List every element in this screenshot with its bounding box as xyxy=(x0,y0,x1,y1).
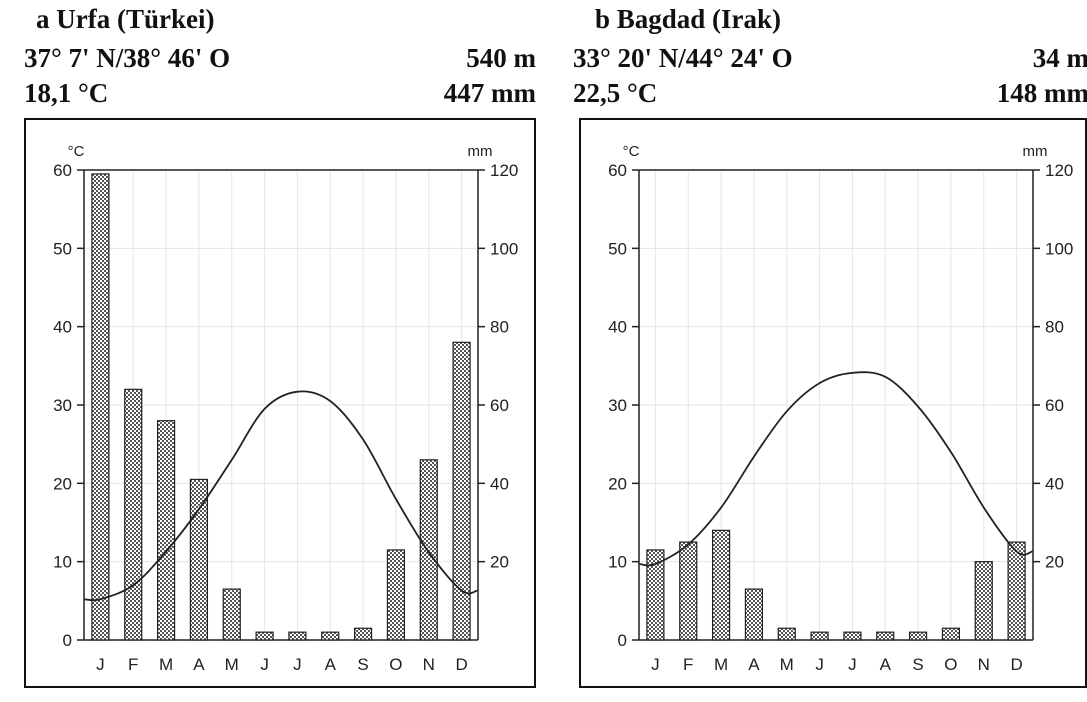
y-tick-label: 0 xyxy=(618,631,627,650)
precipitation-bar xyxy=(646,549,665,641)
precipitation-bar xyxy=(255,631,274,641)
y-tick-label: 50 xyxy=(53,239,72,258)
x-tick-label: F xyxy=(128,655,138,674)
y-tick-label: 10 xyxy=(53,553,72,572)
precipitation-bar xyxy=(156,420,176,641)
x-tick-label: S xyxy=(912,655,923,674)
y2-tick-label: 100 xyxy=(490,239,518,258)
x-tick-label: N xyxy=(978,655,990,674)
elevation-label: 540 m xyxy=(466,43,536,73)
precipitation-bar xyxy=(908,631,928,641)
precipitation-bar xyxy=(452,341,471,641)
precipitation-bar xyxy=(876,631,895,641)
y2-tick-label: 120 xyxy=(490,161,518,180)
x-tick-label: O xyxy=(944,655,957,674)
precipitation-bar xyxy=(711,529,731,641)
y-tick-label: 20 xyxy=(608,474,627,493)
y2-tick-label: 40 xyxy=(490,474,509,493)
x-tick-label: A xyxy=(880,655,892,674)
precipitation-bar xyxy=(679,541,698,641)
annual-precipitation-label: 148 mm xyxy=(996,78,1087,108)
mean-temperature-label: 22,5 °C xyxy=(573,78,658,108)
chart-frame: 0 10 20 30 40 50 60 20 40 60 80 100 120 °C mm J F M A M J J A S… xyxy=(579,118,1087,688)
precipitation-bar xyxy=(124,388,143,641)
precipitation-bar xyxy=(189,478,209,641)
x-tick-label: M xyxy=(780,655,794,674)
left-axis-unit: °C xyxy=(623,143,640,160)
y-tick-label: 60 xyxy=(53,161,72,180)
precipitation-bar xyxy=(419,459,438,641)
y-tick-label: 40 xyxy=(608,318,627,337)
x-tick-label: N xyxy=(423,655,435,674)
mean-temperature-label: 18,1 °C xyxy=(24,78,109,108)
x-tick-label: D xyxy=(455,655,467,674)
y2-tick-label: 60 xyxy=(490,396,509,415)
x-tick-label: A xyxy=(748,655,760,674)
left-axis-unit: °C xyxy=(68,143,85,160)
x-tick-label: M xyxy=(714,655,728,674)
y2-tick-label: 100 xyxy=(1045,239,1073,258)
precipitation-bar xyxy=(744,588,764,641)
climate-chart-baghdad: b Bagdad (Irak) 33° 20' N/44° 24' O 22,5… xyxy=(573,0,1087,702)
coordinates-label: 37° 7' N/38° 46' O xyxy=(24,43,231,73)
y-tick-label: 40 xyxy=(53,318,72,337)
x-tick-label: A xyxy=(193,655,205,674)
precipitation-bar xyxy=(288,631,307,641)
annual-precipitation-label: 447 mm xyxy=(443,78,536,108)
y2-tick-label: 20 xyxy=(1045,553,1064,572)
y2-tick-label: 120 xyxy=(1045,161,1073,180)
y-tick-label: 50 xyxy=(608,239,627,258)
right-axis-unit: mm xyxy=(468,143,493,160)
y2-tick-label: 40 xyxy=(1045,474,1064,493)
temperature-line xyxy=(84,390,478,602)
precipitation-bar xyxy=(353,627,373,641)
x-tick-label: J xyxy=(96,655,105,674)
y2-tick-label: 80 xyxy=(1045,318,1064,337)
y-tick-label: 30 xyxy=(608,396,627,415)
temperature-line xyxy=(639,371,1033,567)
right-axis-unit: mm xyxy=(1023,143,1048,160)
climate-diagram: 0 10 20 30 40 50 60 20 40 60 80 100 120 °C mm J F M A M J J A S… xyxy=(608,143,1073,674)
x-tick-label: O xyxy=(389,655,402,674)
precipitation-bar xyxy=(222,588,241,641)
elevation-label: 34 m xyxy=(1032,43,1087,73)
y2-tick-label: 20 xyxy=(490,553,509,572)
x-tick-label: J xyxy=(651,655,660,674)
climate-diagram: 0 10 20 30 40 50 60 20 40 60 80 100 120 °C mm J F M A M J J A S… xyxy=(53,143,518,674)
precipitation-bar xyxy=(941,627,961,641)
y-tick-label: 60 xyxy=(608,161,627,180)
chart-frame: 0 10 20 30 40 50 60 20 40 60 80 100 120 °C mm J F M A M J J A S… xyxy=(24,118,536,688)
y-tick-label: 20 xyxy=(53,474,72,493)
chart-title: a Urfa (Türkei) xyxy=(36,4,215,34)
precipitation-bar xyxy=(777,627,796,641)
precipitation-bar xyxy=(91,173,110,641)
coordinates-label: 33° 20' N/44° 24' O xyxy=(573,43,793,73)
y-tick-label: 30 xyxy=(53,396,72,415)
x-tick-label: A xyxy=(325,655,337,674)
precipitation-bar xyxy=(1007,541,1026,641)
precipitation-bar xyxy=(810,631,829,641)
x-tick-label: J xyxy=(848,655,857,674)
chart-title: b Bagdad (Irak) xyxy=(595,4,782,34)
precipitation-bar xyxy=(321,631,340,641)
precipitation-bar xyxy=(386,549,406,641)
y2-tick-label: 80 xyxy=(490,318,509,337)
x-tick-label: J xyxy=(815,655,824,674)
x-tick-label: D xyxy=(1010,655,1022,674)
x-tick-label: M xyxy=(225,655,239,674)
x-tick-label: S xyxy=(357,655,368,674)
x-tick-label: F xyxy=(683,655,693,674)
y-tick-label: 0 xyxy=(63,631,72,650)
climate-chart-urfa: a Urfa (Türkei) 37° 7' N/38° 46' O 18,1 … xyxy=(24,0,540,702)
precipitation-bar xyxy=(843,631,862,641)
x-tick-label: J xyxy=(293,655,302,674)
y-tick-label: 10 xyxy=(608,553,627,572)
x-tick-label: J xyxy=(260,655,269,674)
precipitation-bar xyxy=(974,561,993,641)
x-tick-label: M xyxy=(159,655,173,674)
y2-tick-label: 60 xyxy=(1045,396,1064,415)
